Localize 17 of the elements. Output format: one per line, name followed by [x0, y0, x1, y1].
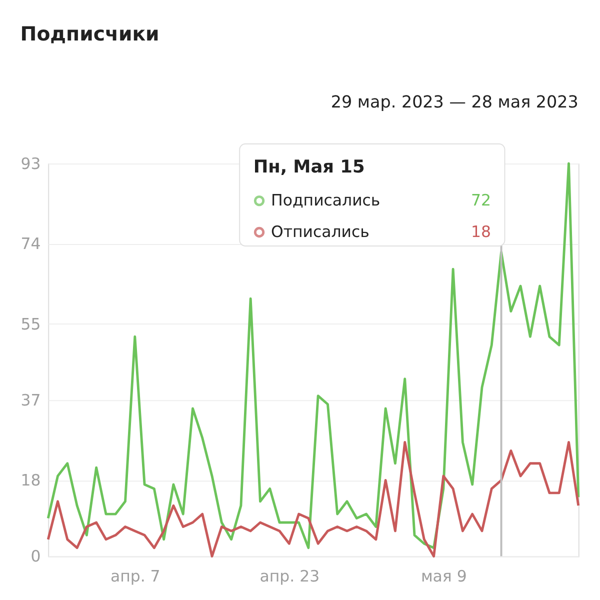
y-tick-label: 74 [20, 234, 41, 254]
annotation: 72 [471, 190, 491, 210]
line-series [46, 441, 580, 558]
x-tick-label: мая 9 [420, 566, 467, 586]
y-tick-label: 93 [20, 154, 41, 173]
legend-label: Отписались [271, 222, 370, 242]
chart-subtitle: 29 мар. 2023 — 28 мая 2023 [330, 92, 578, 112]
y-tick-label: 0 [30, 546, 41, 566]
y-tick-label: 18 [20, 470, 41, 490]
annotation: Пн, Мая 15 [253, 157, 365, 178]
legend-label: Подписались [271, 190, 380, 210]
x-tick-label: апр. 23 [260, 566, 320, 586]
chart-title: Подписчики [20, 22, 160, 46]
x-tick-label: апр. 7 [110, 566, 160, 586]
y-tick-label: 55 [20, 314, 41, 334]
y-tick-label: 37 [20, 390, 41, 410]
annotation: 18 [471, 222, 491, 242]
